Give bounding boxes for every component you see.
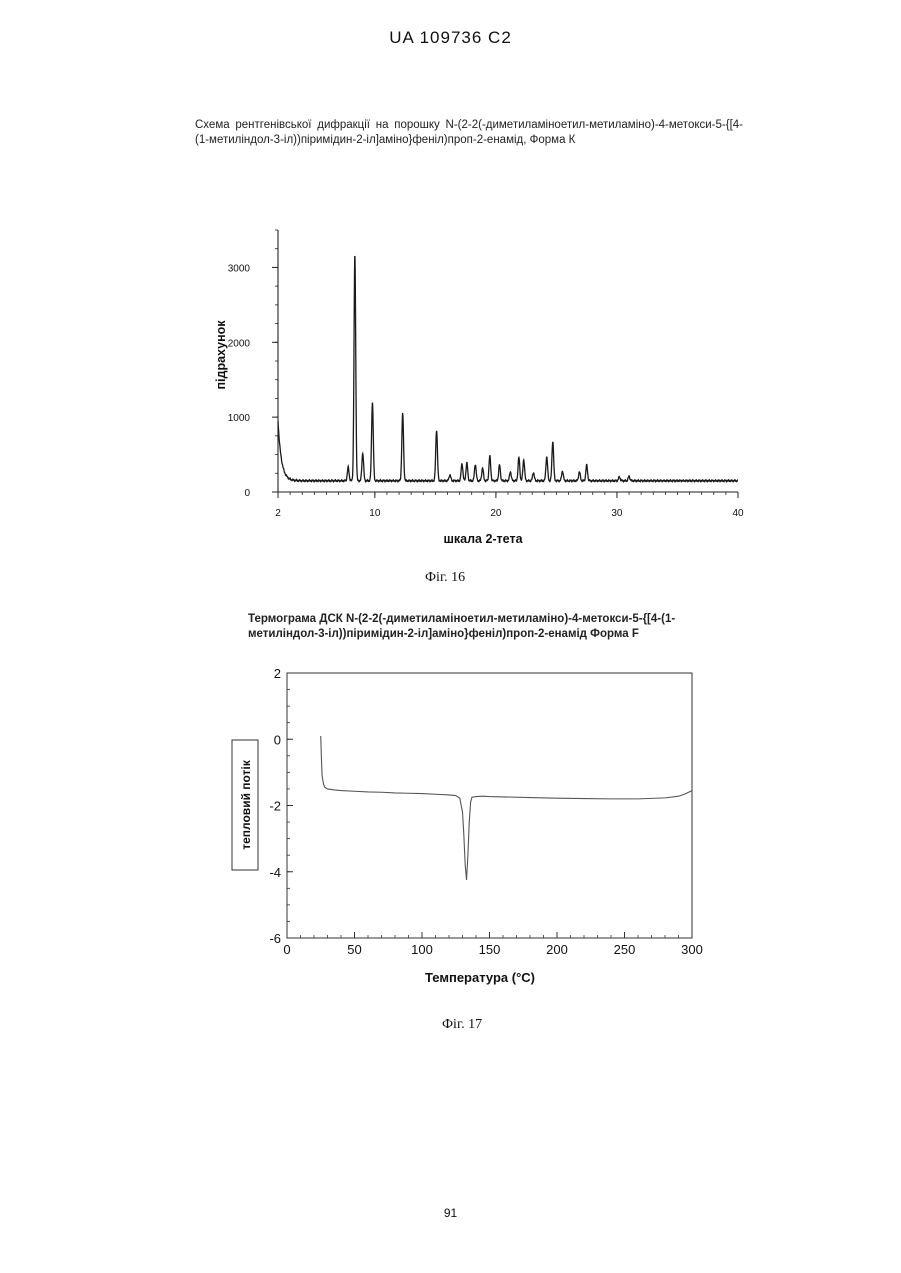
dsc-y-tick-label: -2 — [269, 799, 281, 814]
xrd-x-tick-label: 20 — [490, 508, 502, 519]
xrd-y-axis-label: підрахунок — [214, 320, 228, 390]
dsc-y-tick-label: -6 — [269, 931, 281, 946]
xrd-x-tick-label: 2 — [275, 508, 281, 519]
dsc-y-tick-label: -4 — [269, 865, 281, 880]
figure16-label: Фіг. 16 — [425, 570, 465, 586]
page-number: 91 — [0, 1206, 901, 1220]
dsc-axes — [287, 673, 692, 938]
dsc-x-axis-label: Температура (°C) — [425, 970, 535, 985]
dsc-y-tick-label: 2 — [274, 666, 281, 681]
xrd-axes — [278, 230, 738, 492]
figure16-caption: Схема рентгенівської дифракції на порошк… — [195, 118, 743, 148]
xrd-y-tick-label: 1000 — [228, 413, 251, 424]
dsc-x-tick-label: 50 — [347, 942, 361, 957]
dsc-chart: 20-2-4-6050100150200250300 тепловий поті… — [225, 660, 725, 995]
dsc-x-tick-label: 300 — [681, 942, 703, 957]
dsc-thermogram-line — [321, 736, 692, 880]
figure17-caption: Термограма ДСК N-(2-2(-диметиламіноетил-… — [248, 612, 728, 642]
xrd-y-tick-label: 0 — [244, 488, 250, 499]
xrd-x-tick-label: 30 — [611, 508, 623, 519]
patent-header: UA 109736 C2 — [0, 28, 901, 48]
dsc-y-tick-label: 0 — [274, 732, 281, 747]
dsc-ticks: 20-2-4-6050100150200250300 — [269, 666, 702, 957]
dsc-x-tick-label: 250 — [614, 942, 636, 957]
dsc-x-tick-label: 100 — [411, 942, 433, 957]
dsc-plot-frame — [287, 673, 692, 938]
dsc-x-tick-label: 200 — [546, 942, 568, 957]
dsc-x-tick-label: 150 — [479, 942, 501, 957]
xrd-y-tick-label: 3000 — [228, 263, 251, 274]
xrd-pattern-line — [278, 256, 738, 482]
xrd-y-tick-label: 2000 — [228, 338, 251, 349]
xrd-x-tick-label: 40 — [732, 508, 744, 519]
xrd-x-tick-label: 10 — [369, 508, 381, 519]
figure17-label: Фіг. 17 — [442, 1017, 482, 1033]
dsc-x-tick-label: 0 — [283, 942, 290, 957]
dsc-y-axis-label: тепловий потік — [239, 759, 253, 850]
xrd-chart: 0 1000 2000 3000 2 10 20 30 40 шкала 2-тета підр… — [190, 215, 750, 555]
xrd-x-axis-label: шкала 2-тета — [443, 532, 523, 546]
xrd-ticks: 0 1000 2000 3000 2 10 20 30 40 — [228, 230, 744, 519]
